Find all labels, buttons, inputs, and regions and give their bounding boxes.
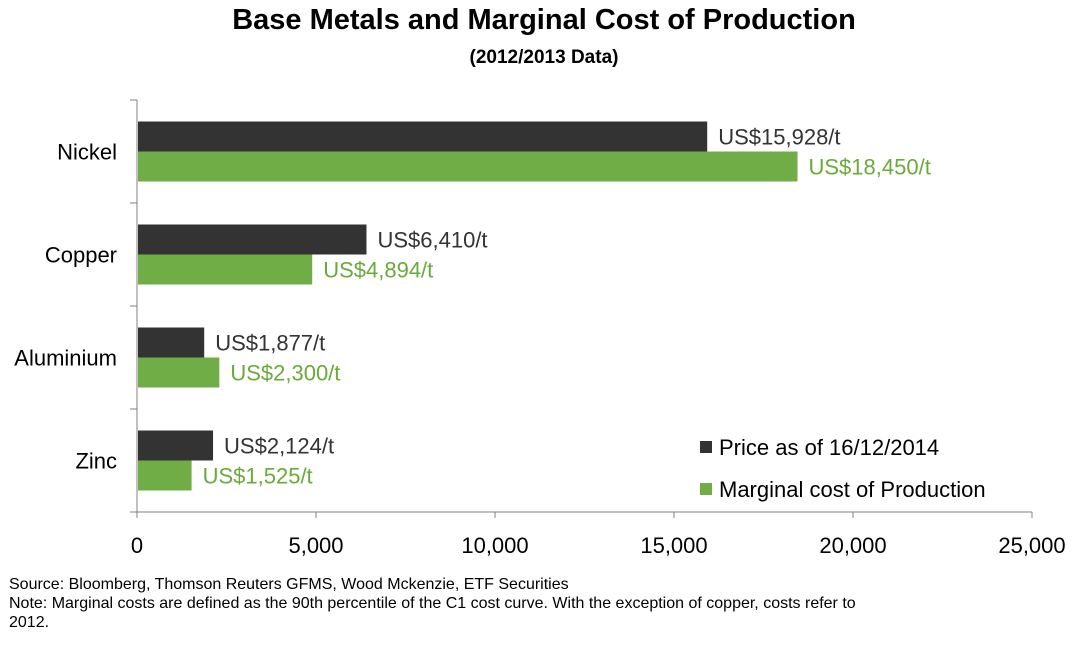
price-bar (138, 430, 214, 461)
x-tick-label: 5,000 (288, 533, 343, 558)
marginal-cost-data-label: US$18,450/t (809, 155, 931, 180)
category-label: Aluminium (14, 346, 117, 371)
x-tick-label: 0 (131, 533, 143, 558)
marginal-cost-bar (138, 357, 220, 388)
x-tick-label: 10,000 (461, 533, 528, 558)
price-data-label: US$2,124/t (224, 434, 334, 459)
chart-title: Base Metals and Marginal Cost of Product… (232, 4, 856, 36)
footnote-line-1: Note: Marginal costs are defined as the … (9, 595, 856, 612)
category-label: Zinc (75, 449, 117, 474)
category-label: Copper (45, 243, 117, 268)
price-data-label: US$1,877/t (215, 331, 325, 356)
marginal-cost-bar (138, 254, 313, 285)
price-data-label: US$15,928/t (718, 125, 840, 150)
marginal-cost-data-label: US$2,300/t (230, 361, 340, 386)
x-tick-label: 25,000 (998, 533, 1065, 558)
marginal-cost-bar (138, 460, 192, 491)
legend-swatch (700, 441, 712, 453)
marginal-cost-data-label: US$4,894/t (323, 258, 433, 283)
price-data-label: US$6,410/t (377, 228, 487, 253)
marginal-cost-bar (138, 151, 798, 182)
chart-subtitle: (2012/2013 Data) (469, 47, 619, 68)
source-note: Source: Bloomberg, Thomson Reuters GFMS,… (9, 576, 569, 593)
chart-footer: Source: Bloomberg, Thomson Reuters GFMS,… (9, 575, 1079, 632)
price-bar (138, 327, 205, 358)
marginal-cost-data-label: US$1,525/t (203, 464, 313, 489)
legend-swatch (700, 483, 712, 495)
x-tick-label: 20,000 (819, 533, 886, 558)
price-bar (138, 121, 708, 152)
price-bar (138, 224, 367, 255)
bar-chart: 0 5,000 10,000 15,000 20,000 25,000 Nickel US$1… (14, 99, 1066, 558)
legend-label: Marginal cost of Production (719, 477, 986, 502)
x-tick-label: 15,000 (640, 533, 707, 558)
legend-label: Price as of 16/12/2014 (719, 435, 939, 460)
category-label: Nickel (57, 140, 117, 165)
footnote-line-2: 2012. (9, 614, 50, 631)
